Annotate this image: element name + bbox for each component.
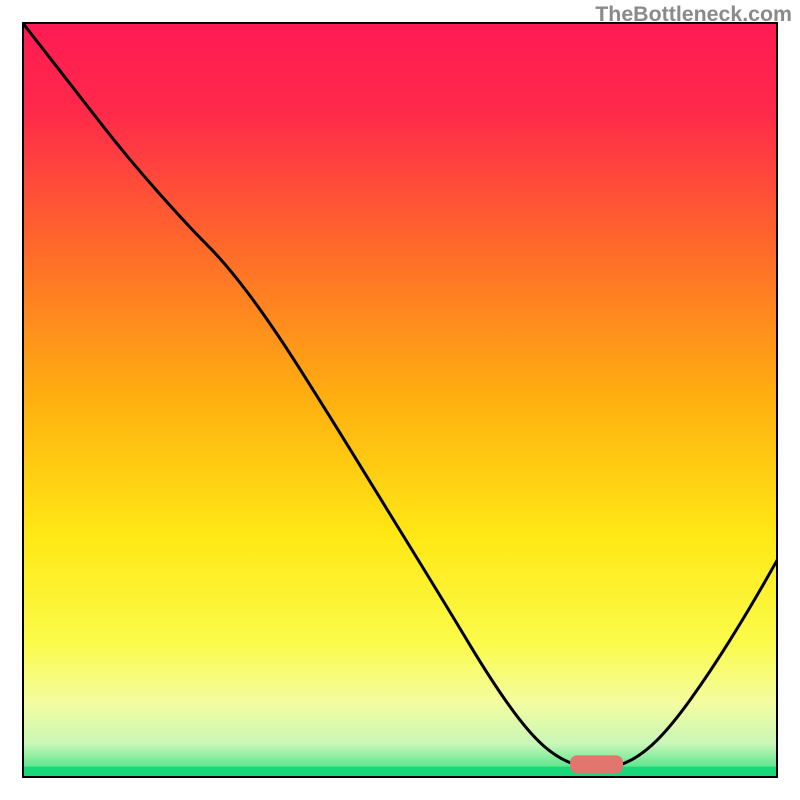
gradient-background [22,22,778,778]
watermark-text: TheBottleneck.com [595,2,792,27]
plot-area [22,22,778,778]
chart-container: TheBottleneck.com [0,0,800,800]
optimal-marker [570,755,623,773]
chart-svg [22,22,778,778]
